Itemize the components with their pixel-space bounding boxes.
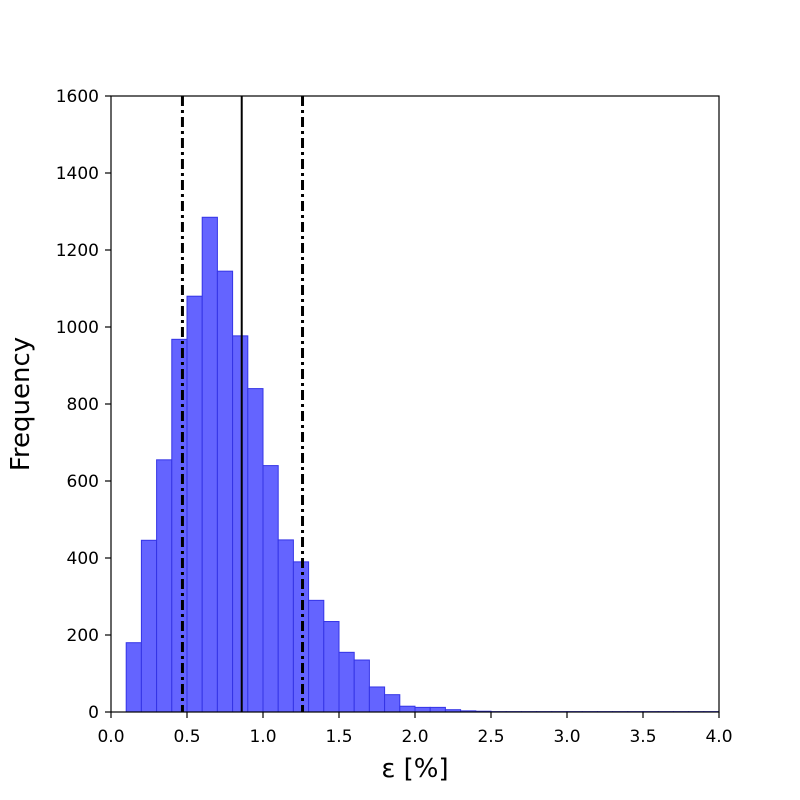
y-tick-label: 200 — [67, 626, 99, 646]
histogram-bar — [308, 599, 325, 713]
histogram-bar — [186, 295, 203, 713]
y-tick-label: 0 — [88, 703, 99, 723]
y-tick-label: 1200 — [56, 241, 99, 261]
y-tick-label: 400 — [67, 549, 99, 569]
y-tick-label: 1000 — [56, 318, 99, 338]
y-tick-label: 1600 — [56, 87, 99, 107]
histogram-bar — [414, 706, 431, 713]
y-axis-label: Frequency — [6, 337, 36, 471]
histogram-bar — [323, 621, 340, 713]
histogram-bar — [156, 459, 173, 713]
reference-lines — [180, 96, 305, 712]
histogram-bar — [384, 694, 401, 713]
histogram-bar — [125, 642, 142, 713]
x-tick-label: 0.0 — [97, 727, 124, 747]
histogram-bar — [247, 388, 264, 713]
histogram-bar — [399, 705, 416, 713]
x-tick-label: 2.0 — [401, 727, 428, 747]
x-tick-label: 3.0 — [553, 727, 580, 747]
histogram-bar — [216, 270, 234, 713]
x-tick-label: 3.5 — [629, 727, 656, 747]
histogram-bar — [338, 651, 355, 713]
histogram-bar — [429, 706, 446, 713]
histogram-bar — [262, 465, 279, 713]
x-tick-label: 1.0 — [249, 727, 276, 747]
histogram-bar — [232, 335, 249, 713]
x-axis-label: ε [%] — [381, 754, 448, 784]
histogram-bar — [368, 686, 386, 713]
histogram-bar — [292, 561, 310, 713]
y-axis-ticks: 0 200 400 600 800 1000 1200 1400 1600 — [56, 87, 111, 723]
histogram-bar — [171, 338, 188, 713]
x-axis-ticks: 0.0 0.5 1.0 1.5 2.0 2.5 3.0 3.5 4.0 — [97, 712, 733, 747]
histogram-bar — [201, 216, 218, 713]
x-tick-label: 1.5 — [325, 727, 352, 747]
y-tick-label: 1400 — [56, 164, 99, 184]
histogram-bars — [125, 216, 720, 713]
histogram-bar — [277, 539, 294, 713]
x-tick-label: 4.0 — [705, 727, 732, 747]
x-tick-label: 0.5 — [173, 727, 200, 747]
y-tick-label: 600 — [67, 472, 99, 492]
histogram-bar — [140, 539, 158, 713]
histogram-bar — [353, 659, 370, 713]
x-tick-label: 2.5 — [477, 727, 504, 747]
y-tick-label: 800 — [67, 395, 99, 415]
